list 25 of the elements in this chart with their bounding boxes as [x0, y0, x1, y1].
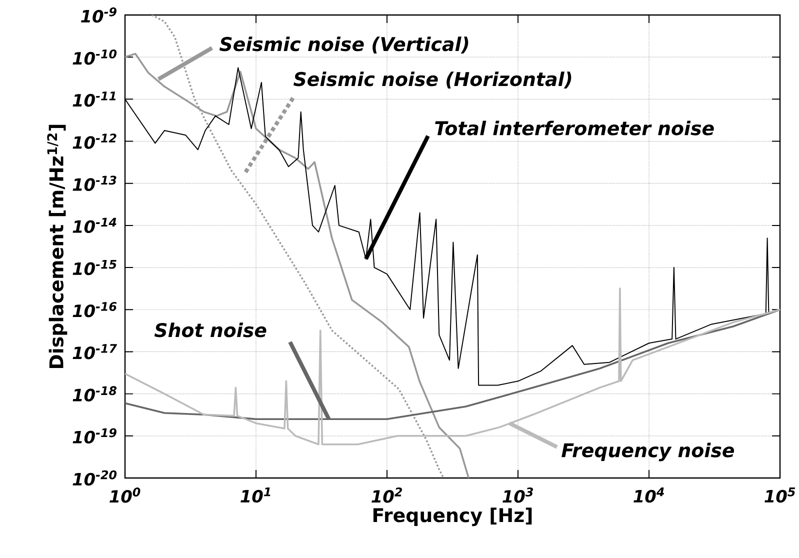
y-tick-label: 10$^{-16}$	[72, 302, 117, 318]
y-tick-label: 10$^{-11}$	[72, 92, 116, 107]
annotation: Seismic noise (Horizontal)	[294, 72, 572, 88]
y-axis-title: Displacement [m/Hz$^{1/2}$]	[47, 124, 68, 368]
y-tick-label: 10$^{-13}$	[72, 176, 116, 191]
x-tick-label: 10$^{2}$	[372, 488, 402, 503]
y-tick-label: 10$^{-17}$	[72, 344, 117, 360]
x-tick-label: 10$^{3}$	[502, 488, 533, 503]
y-tick-label: 10$^{-9}$	[80, 7, 116, 23]
x-tick-label: 10$^{5}$	[764, 488, 796, 503]
y-tick-label: 10$^{-14}$	[72, 218, 116, 234]
annotation: Shot noise	[154, 322, 266, 338]
y-tick-label: 10$^{-12}$	[72, 134, 116, 149]
y-tick-label: 10$^{-10}$	[72, 49, 117, 65]
y-tick-label: 10$^{-18}$	[72, 386, 117, 402]
annotation: Frequency noise	[562, 442, 734, 462]
annotation: Seismic noise (Vertical)	[220, 36, 468, 54]
y-tick-label: 10$^{-15}$	[72, 260, 116, 276]
annotation: Total interferometer noise	[435, 120, 714, 136]
x-tick-label: 10$^{4}$	[634, 488, 664, 503]
y-tick-label: 10$^{-20}$	[72, 470, 117, 486]
x-tick-label: 10$^{0}$	[110, 488, 140, 503]
y-tick-label: 10$^{-19}$	[72, 428, 116, 444]
x-tick-label: 10$^{1}$	[240, 488, 270, 503]
x-axis-title: Frequency [Hz]	[373, 508, 532, 526]
